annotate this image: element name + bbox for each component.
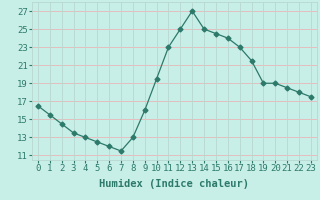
X-axis label: Humidex (Indice chaleur): Humidex (Indice chaleur) — [100, 179, 249, 189]
